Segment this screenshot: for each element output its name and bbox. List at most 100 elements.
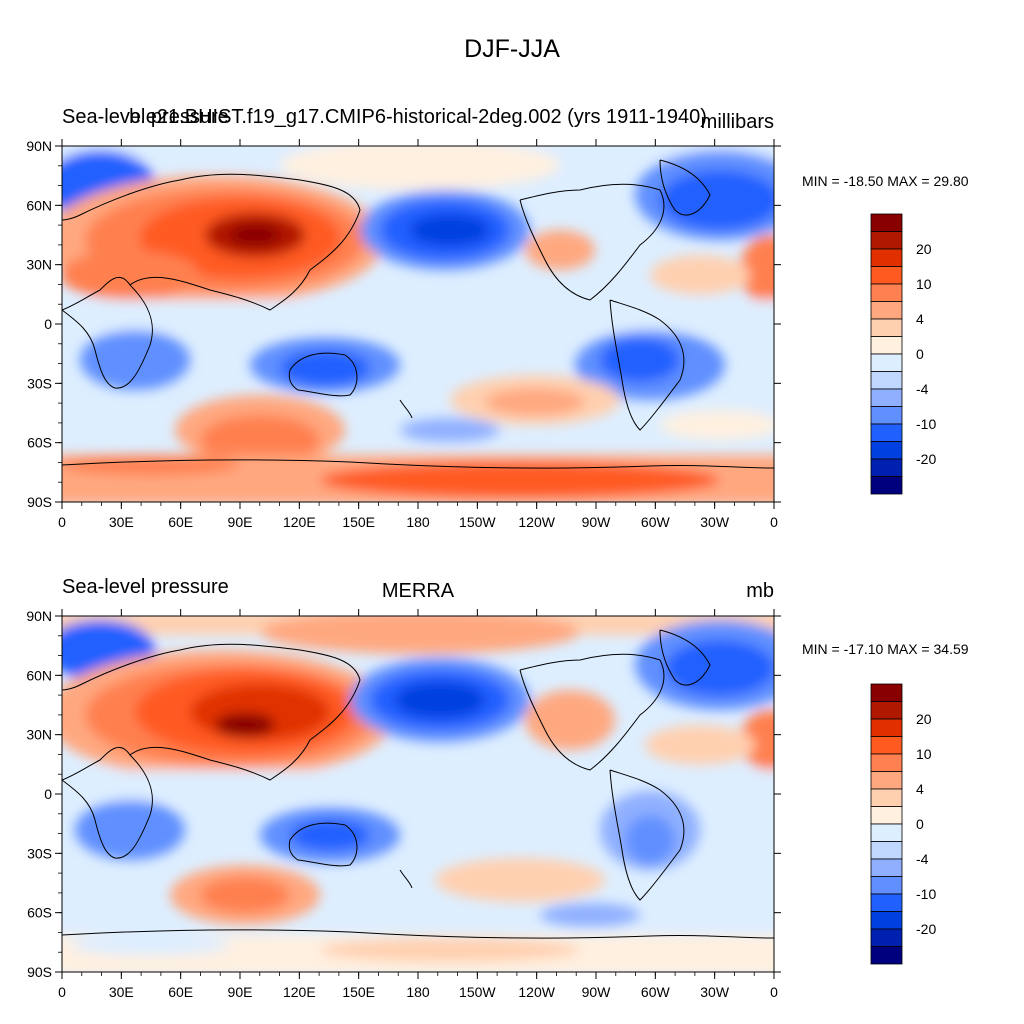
lon-tick-label: 120W xyxy=(518,984,555,1000)
colorbar-swatch xyxy=(870,371,903,390)
lon-tick-label: 30E xyxy=(109,514,134,530)
colorbar-swatch xyxy=(870,876,903,895)
lon-tick-label: 180 xyxy=(406,514,430,530)
colorbar-swatch xyxy=(870,283,903,302)
lon-tick-label: 150E xyxy=(342,514,375,530)
lon-tick-label: 0 xyxy=(58,984,66,1000)
colorbar-swatch xyxy=(870,301,903,320)
colorbar-swatch xyxy=(870,788,903,807)
panel-bottom: Sea-level pressure MERRA mb xyxy=(26,576,968,1000)
panel-top-coastlines xyxy=(62,159,774,469)
colorbar-swatch xyxy=(870,858,903,877)
colorbar-label: 0 xyxy=(916,816,924,832)
lon-tick-label: 60W xyxy=(641,514,671,530)
panel-top-axes: 90N 60N 30N 0 30S 60S 90S 0 30E 60E 90E 120E 150E 180… xyxy=(26,138,781,530)
lat-tick-label: 30N xyxy=(26,727,52,743)
panel-top-center-title: b.e21.BHIST.f19_g17.CMIP6-historical-2de… xyxy=(129,106,707,128)
lon-tick-label: 90W xyxy=(582,514,612,530)
panel-top-left-title: Sea-level pressure xyxy=(62,106,229,128)
lon-tick-label: 120E xyxy=(283,514,316,530)
panel-bottom-map xyxy=(62,616,774,972)
lat-tick-label: 90N xyxy=(26,608,52,624)
colorbar-swatch xyxy=(870,458,903,477)
colorbar-swatch xyxy=(870,806,903,825)
panel-top-map xyxy=(62,146,774,502)
colorbar-swatch xyxy=(870,911,903,930)
lat-tick-label: 60S xyxy=(27,435,52,451)
panel-top-units: millibars xyxy=(701,111,774,133)
colorbar-swatch xyxy=(870,406,903,425)
lon-tick-label: 90E xyxy=(228,514,253,530)
panel-bottom-axes: 90N 60N 30N 0 30S 60S 90S 0 30E 60E 90E 120E 150E 180… xyxy=(26,608,781,1000)
colorbar-swatch xyxy=(870,753,903,772)
panel-bottom-center-title: MERRA xyxy=(382,580,455,602)
colorbar-swatch xyxy=(870,718,903,737)
lon-tick-label: 150E xyxy=(342,984,375,1000)
lat-tick-label: 60N xyxy=(26,197,52,213)
colorbar-swatch xyxy=(870,701,903,720)
lon-tick-label: 0 xyxy=(770,984,778,1000)
colorbar-label: -10 xyxy=(916,886,936,902)
lon-tick-label: 30W xyxy=(700,984,730,1000)
panel-top-colorbar: 20 10 4 0 -4 -10 -20 xyxy=(870,213,936,495)
lon-tick-label: 180 xyxy=(406,984,430,1000)
colorbar-swatch xyxy=(870,823,903,842)
lon-tick-label: 60W xyxy=(641,984,671,1000)
colorbar-swatch xyxy=(870,771,903,790)
panel-top-minmax: MIN = -18.50 MAX = 29.80 xyxy=(802,173,969,189)
colorbar-swatch xyxy=(870,736,903,755)
lat-tick-label: 90N xyxy=(26,138,52,154)
lon-tick-label: 30E xyxy=(109,984,134,1000)
colorbar-label: -20 xyxy=(916,921,936,937)
colorbar-label: -20 xyxy=(916,451,936,467)
colorbar-swatch xyxy=(870,893,903,912)
colorbar-label: -10 xyxy=(916,416,936,432)
lon-tick-label: 0 xyxy=(58,514,66,530)
figure-title: DJF-JJA xyxy=(464,35,560,63)
lon-tick-label: 120W xyxy=(518,514,555,530)
colorbar-label: -4 xyxy=(916,851,929,867)
lon-tick-label: 90E xyxy=(228,984,253,1000)
colorbar-swatch xyxy=(870,336,903,355)
lat-tick-label: 30S xyxy=(27,375,52,391)
colorbar-swatch xyxy=(870,231,903,250)
panel-bottom-left-title: Sea-level pressure xyxy=(62,576,229,598)
lon-tick-label: 120E xyxy=(283,984,316,1000)
panel-bottom-minmax: MIN = -17.10 MAX = 34.59 xyxy=(802,641,969,657)
colorbar-swatch xyxy=(870,841,903,860)
colorbar-label: 10 xyxy=(916,746,932,762)
lon-tick-label: 150W xyxy=(459,514,496,530)
colorbar-label: 10 xyxy=(916,276,932,292)
colorbar-swatch xyxy=(870,683,903,702)
lon-tick-label: 0 xyxy=(770,514,778,530)
colorbar-swatch xyxy=(870,353,903,372)
lat-tick-label: 60S xyxy=(27,905,52,921)
colorbar-swatch xyxy=(870,248,903,267)
lat-tick-label: 0 xyxy=(44,786,52,802)
lat-tick-label: 90S xyxy=(27,964,52,980)
colorbar-swatch xyxy=(870,441,903,460)
colorbar-swatch xyxy=(870,388,903,407)
lon-tick-label: 60E xyxy=(168,514,193,530)
lon-tick-label: 90W xyxy=(582,984,612,1000)
lat-tick-label: 30N xyxy=(26,257,52,273)
colorbar-label: 4 xyxy=(916,781,924,797)
colorbar-label: 20 xyxy=(916,711,932,727)
panel-bottom-coastlines xyxy=(62,629,774,939)
panel-top: Sea-level pressure b.e21.BHIST.f19_g17.C… xyxy=(26,106,968,530)
colorbar-swatch xyxy=(870,476,903,495)
colorbar-swatch xyxy=(870,213,903,232)
colorbar-swatch xyxy=(870,946,903,965)
panel-bottom-colorbar: 20 10 4 0 -4 -10 -20 xyxy=(870,683,936,965)
lat-tick-label: 0 xyxy=(44,316,52,332)
lat-tick-label: 30S xyxy=(27,845,52,861)
panel-bottom-units: mb xyxy=(746,580,774,602)
colorbar-label: 20 xyxy=(916,241,932,257)
colorbar-swatch xyxy=(870,928,903,947)
lon-tick-label: 60E xyxy=(168,984,193,1000)
colorbar-label: 4 xyxy=(916,311,924,327)
colorbar-swatch xyxy=(870,318,903,337)
lat-tick-label: 60N xyxy=(26,667,52,683)
lat-tick-label: 90S xyxy=(27,494,52,510)
